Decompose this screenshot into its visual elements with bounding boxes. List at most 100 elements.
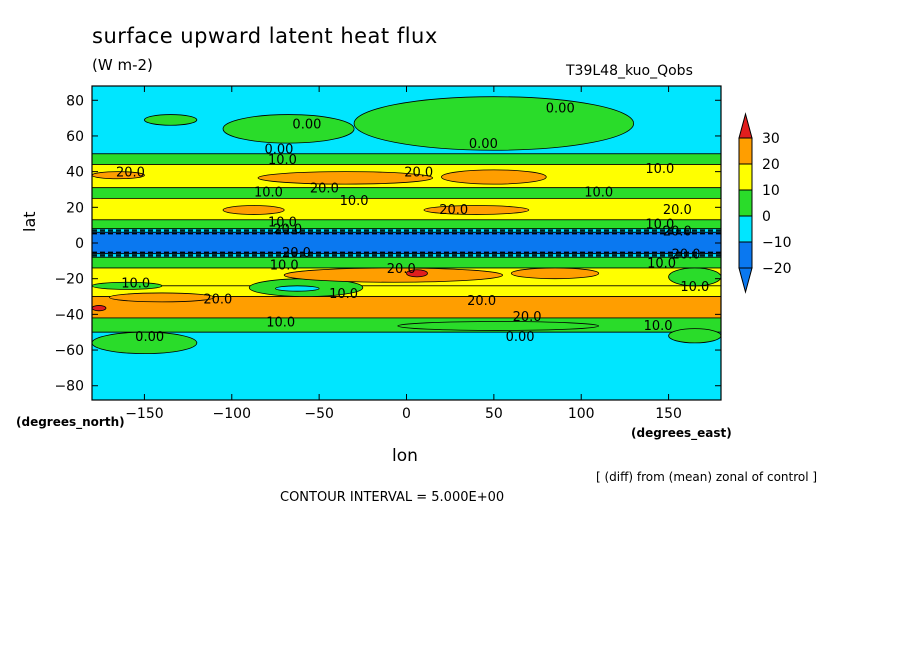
colorbar-segment [738, 215, 753, 243]
contour-label: 10.0 [121, 276, 150, 291]
contour-band [92, 197, 721, 221]
contour-label: 10.0 [266, 316, 295, 331]
contour-interval: CONTOUR INTERVAL = 5.000E+00 [280, 490, 505, 505]
contour-label: 0.00 [546, 101, 575, 116]
contour-label: 20.0 [672, 248, 701, 263]
contour-label: 10.0 [270, 258, 299, 273]
contour-label: 20.0 [663, 225, 692, 240]
y-axis: 80 60 40 20 0 −20 −40 −60 −80 [54, 93, 721, 395]
colorbar-arrow-bottom [738, 267, 753, 294]
x-tick-label: 50 [485, 406, 503, 422]
colorbar-segment [738, 137, 753, 165]
contour-blob [668, 328, 721, 344]
contour-label: 20.0 [387, 262, 416, 277]
colorbar-label: 20 [762, 157, 780, 173]
contour-label: 10.0 [645, 217, 674, 232]
contour-label: 20.0 [513, 310, 542, 325]
y-tick-label: 0 [75, 236, 84, 252]
x-tick-label: 100 [568, 406, 595, 422]
contour-label: 20.0 [310, 182, 339, 197]
colorbar-arrow-top [738, 112, 753, 139]
contour-blob [92, 331, 198, 355]
contour-label: 0.00 [292, 117, 321, 132]
contour-label: 10.0 [340, 194, 369, 209]
y-tick-label: 60 [66, 129, 84, 145]
contour-blob [510, 267, 600, 280]
contour-blob [92, 305, 107, 312]
contour-label: 0.00 [506, 330, 535, 345]
contour-band [92, 219, 721, 230]
contour-label: 0.00 [469, 137, 498, 152]
contour-band [92, 153, 721, 165]
y-tick-label: −40 [54, 307, 84, 323]
y-unit-note: (degrees_north) [16, 415, 125, 429]
contour-label: 10.0 [680, 280, 709, 295]
colorbar-label: −10 [762, 235, 792, 251]
contour-blob [257, 171, 434, 185]
contour-blob [275, 285, 320, 292]
contour-blob [222, 114, 355, 144]
contour-label: 20.0 [663, 203, 692, 218]
run-label: T39L48_kuo_Qobs [566, 63, 693, 79]
x-tick-label: −150 [125, 406, 163, 422]
contour-label: 10.0 [254, 185, 283, 200]
contour-label: 20.0 [404, 166, 433, 181]
y-tick-label: 80 [66, 93, 84, 109]
colorbar-segment [738, 163, 753, 191]
chart-units: (W m-2) [92, 56, 153, 74]
contour-blob [353, 96, 635, 151]
contour-label: 10.0 [268, 153, 297, 168]
contour-blob [222, 205, 285, 215]
x-tick-label: −100 [213, 406, 251, 422]
chart-title: surface upward latent heat flux [92, 24, 438, 48]
y-tick-label: −80 [54, 379, 84, 395]
contour-label: 20.0 [273, 223, 302, 238]
colorbar-segment [738, 189, 753, 217]
contour-label: 0.00 [264, 142, 293, 157]
colorbar-segment [738, 241, 753, 269]
contour-label: 20.0 [467, 294, 496, 309]
contour-blob [92, 171, 145, 180]
contour-blob [144, 114, 198, 126]
contour-blob [406, 269, 428, 278]
contour-blob [397, 321, 600, 331]
contour-label: 10.0 [645, 162, 674, 177]
contour-label: 0.00 [135, 330, 164, 345]
x-axis-label: lon [392, 446, 418, 466]
y-tick-label: 40 [66, 165, 84, 181]
x-tick-label: 150 [655, 406, 682, 422]
filled-contours [92, 86, 721, 400]
colorbar-label: 10 [762, 183, 780, 199]
contour-blob [92, 281, 163, 290]
contour-blob [109, 292, 215, 303]
y-tick-label: −60 [54, 343, 84, 359]
contour-label: 10.0 [644, 319, 673, 334]
y-tick-label: 20 [66, 200, 84, 216]
contour-label: 10.0 [268, 216, 297, 231]
contour-label: 10.0 [584, 185, 613, 200]
colorbar-label: −20 [762, 261, 792, 277]
contour-blob [423, 205, 530, 215]
x-tick-label: 0 [402, 406, 411, 422]
contour-label: 20.0 [116, 166, 145, 181]
y-tick-label: −20 [54, 272, 84, 288]
colorbar-label: 30 [762, 131, 780, 147]
x-tick-label: −50 [304, 406, 334, 422]
colorbar-label: 0 [762, 209, 771, 225]
contour-label: 20.0 [439, 203, 468, 218]
contour-label: 20.0 [203, 292, 232, 307]
comparison-note: [ (diff) from (mean) zonal of control ] [596, 470, 818, 484]
contour-label: 10.0 [647, 257, 676, 272]
contour-blob [668, 267, 721, 287]
contour-band [92, 231, 721, 255]
contour-band [92, 187, 721, 199]
x-unit-note: (degrees_east) [631, 426, 732, 440]
contour-blob [283, 267, 503, 283]
colorbar: −20 −10 0 10 20 30 [738, 112, 792, 294]
contour-label: 10.0 [329, 287, 358, 302]
contour-blob [441, 169, 547, 185]
x-axis: −150 −100 −50 0 50 100 150 [125, 86, 682, 422]
contour-label: 20.0 [282, 246, 311, 261]
